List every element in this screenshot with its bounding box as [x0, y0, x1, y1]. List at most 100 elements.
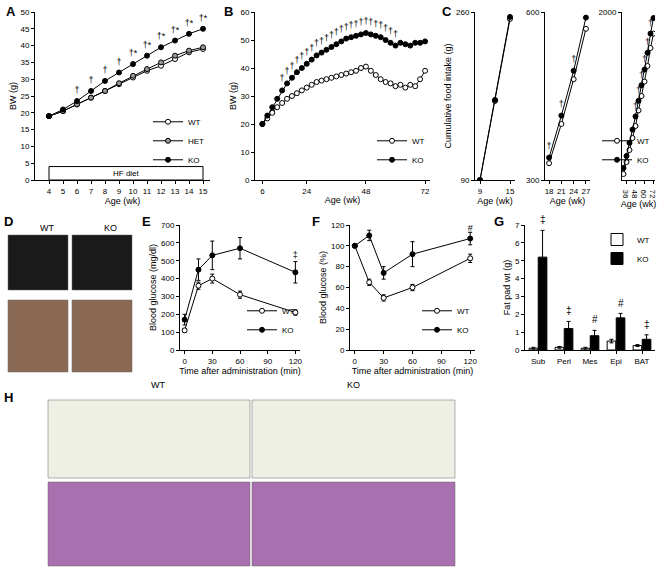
svg-text:12: 12	[157, 187, 166, 196]
svg-text:#: #	[618, 298, 624, 309]
svg-text:†*: †*	[185, 18, 194, 28]
svg-text:35: 35	[20, 58, 29, 67]
svg-text:700: 700	[161, 221, 175, 230]
svg-text:†: †	[116, 57, 121, 67]
svg-text:10: 10	[240, 148, 249, 157]
svg-text:KO: KO	[457, 326, 469, 335]
svg-text:7: 7	[89, 187, 94, 196]
svg-text:24: 24	[302, 187, 311, 196]
svg-text:BW (g): BW (g)	[8, 82, 18, 110]
svg-text:†: †	[373, 19, 378, 29]
svg-text:15: 15	[20, 125, 29, 134]
svg-text:0: 0	[25, 176, 30, 185]
svg-text:4: 4	[47, 187, 52, 196]
svg-text:†: †	[304, 47, 309, 57]
svg-text:Fat pad wt (g): Fat pad wt (g)	[502, 260, 512, 316]
svg-text:72: 72	[648, 190, 657, 199]
svg-text:HF diet: HF diet	[113, 169, 140, 178]
svg-text:WT: WT	[412, 137, 425, 146]
svg-text:†: †	[324, 33, 329, 43]
svg-text:†: †	[633, 101, 638, 111]
svg-text:120: 120	[289, 357, 303, 366]
svg-text:300: 300	[526, 176, 540, 185]
svg-text:60: 60	[639, 190, 648, 199]
svg-text:5: 5	[515, 257, 520, 266]
svg-text:6: 6	[75, 187, 80, 196]
svg-text:†: †	[88, 75, 93, 85]
svg-text:KO: KO	[347, 380, 360, 390]
svg-text:†*: †*	[199, 13, 208, 23]
svg-text:15: 15	[199, 187, 208, 196]
svg-text:†: †	[344, 22, 349, 32]
svg-text:Time after administration (min: Time after administration (min)	[352, 366, 474, 376]
svg-text:30: 30	[379, 357, 388, 366]
svg-text:10: 10	[129, 187, 138, 196]
svg-text:†: †	[559, 99, 564, 109]
svg-text:4: 4	[515, 274, 520, 283]
svg-text:200: 200	[161, 310, 175, 319]
svg-text:0: 0	[245, 176, 250, 185]
svg-text:Blood glucose (%): Blood glucose (%)	[318, 251, 328, 324]
svg-text:600: 600	[161, 239, 175, 248]
svg-text:90: 90	[263, 357, 272, 366]
svg-text:24: 24	[569, 187, 578, 196]
svg-text:WT: WT	[188, 118, 201, 127]
svg-text:†: †	[645, 37, 650, 47]
svg-text:6: 6	[515, 239, 520, 248]
svg-text:600: 600	[526, 8, 540, 17]
svg-text:BAT: BAT	[635, 357, 650, 366]
svg-text:KO: KO	[637, 156, 649, 165]
svg-text:Epi: Epi	[610, 357, 622, 366]
svg-text:36: 36	[621, 190, 630, 199]
svg-text:25: 25	[20, 92, 29, 101]
svg-text:90: 90	[437, 357, 446, 366]
svg-text:8: 8	[103, 187, 108, 196]
svg-text:1: 1	[515, 328, 520, 337]
svg-text:Age (wk): Age (wk)	[621, 199, 657, 209]
svg-text:†: †	[636, 85, 641, 95]
svg-text:80: 80	[335, 262, 344, 271]
svg-text:20: 20	[20, 109, 29, 118]
svg-text:C: C	[442, 4, 452, 19]
svg-text:Peri: Peri	[557, 357, 571, 366]
svg-text:0: 0	[170, 346, 175, 355]
svg-text:†: †	[639, 70, 644, 80]
svg-text:†: †	[329, 30, 334, 40]
svg-text:7: 7	[515, 221, 520, 230]
svg-text:21: 21	[557, 187, 566, 196]
svg-text:WT: WT	[282, 307, 295, 316]
svg-text:†: †	[648, 18, 653, 28]
svg-text:KO: KO	[412, 156, 424, 165]
svg-text:WT: WT	[637, 137, 650, 146]
svg-text:10: 10	[20, 142, 29, 151]
svg-text:0: 0	[340, 346, 345, 355]
svg-text:†: †	[571, 54, 576, 64]
svg-text:#: #	[592, 314, 598, 325]
svg-text:Age (wk): Age (wk)	[325, 195, 361, 205]
svg-text:0: 0	[353, 357, 358, 366]
svg-text:Age (wk): Age (wk)	[105, 196, 141, 206]
svg-text:†: †	[285, 66, 290, 76]
svg-text:KO: KO	[188, 156, 200, 165]
svg-text:260: 260	[456, 8, 470, 17]
svg-text:†: †	[294, 55, 299, 65]
svg-text:Age (wk): Age (wk)	[550, 196, 586, 206]
svg-text:†: †	[102, 65, 107, 75]
svg-text:27: 27	[581, 187, 590, 196]
svg-text:†: †	[280, 73, 285, 83]
svg-text:60: 60	[236, 357, 245, 366]
svg-text:50: 50	[20, 8, 29, 17]
svg-text:‡: ‡	[540, 214, 546, 225]
svg-text:†*: †*	[171, 25, 180, 35]
svg-text:B: B	[224, 4, 233, 19]
svg-text:100: 100	[331, 242, 345, 251]
svg-text:48: 48	[361, 187, 370, 196]
svg-text:G: G	[494, 214, 504, 229]
svg-text:30: 30	[240, 92, 249, 101]
svg-text:60: 60	[240, 8, 249, 17]
svg-text:†: †	[354, 19, 359, 29]
svg-text:†: †	[388, 26, 393, 36]
svg-text:D: D	[4, 214, 13, 229]
svg-text:40: 40	[20, 41, 29, 50]
svg-text:Blood glucose (mg/dl): Blood glucose (mg/dl)	[148, 244, 158, 331]
